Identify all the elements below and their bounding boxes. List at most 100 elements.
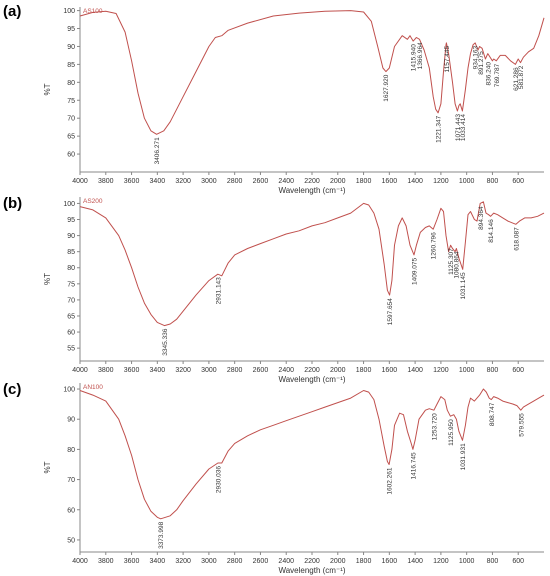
y-tick-label: 60 — [67, 507, 75, 514]
x-tick-label: 1000 — [459, 558, 475, 565]
x-tick-label: 2800 — [227, 558, 243, 565]
x-tick-label: 2000 — [330, 558, 346, 565]
y-tick-label: 65 — [67, 134, 75, 141]
x-tick-label: 1400 — [407, 367, 423, 374]
x-tick-label: 1200 — [433, 367, 449, 374]
x-tick-label: 3400 — [150, 558, 166, 565]
peak-label: 1071.443 — [455, 114, 462, 141]
x-tick-label: 2000 — [330, 178, 346, 185]
x-tick-label: 2000 — [330, 367, 346, 374]
y-tick-label: 85 — [67, 249, 75, 256]
peak-label: 836.240 — [485, 62, 492, 86]
x-tick-label: 1200 — [433, 558, 449, 565]
x-tick-label: 3800 — [98, 558, 114, 565]
x-tick-label: 800 — [487, 178, 499, 185]
x-tick-label: 3800 — [98, 178, 114, 185]
x-tick-label: 1800 — [356, 558, 372, 565]
y-tick-label: 85 — [67, 62, 75, 69]
panel-label: (c) — [3, 381, 21, 398]
x-tick-label: 3200 — [175, 178, 191, 185]
panel-label: (a) — [3, 3, 21, 20]
spectrum-line — [79, 201, 545, 327]
x-tick-label: 3200 — [175, 558, 191, 565]
x-tick-label: 4000 — [72, 558, 88, 565]
x-tick-label: 1000 — [459, 178, 475, 185]
x-tick-label: 1600 — [382, 367, 398, 374]
peak-label: 3373.998 — [158, 521, 165, 548]
x-tick-label: 3200 — [175, 367, 191, 374]
peak-label: 1033.414 — [460, 114, 467, 141]
peak-label: 1080.864 — [454, 251, 461, 278]
x-tick-label: 600 — [512, 367, 524, 374]
peak-label: 769.787 — [494, 63, 501, 87]
chart-panel-1: (a) AS100 60 65 70 75 80 85 90 95 100 %T 4000 3800 360… — [3, 3, 545, 195]
y-tick-label: 80 — [67, 447, 75, 454]
peak-label: 621.286 — [513, 67, 520, 91]
y-tick-label: 75 — [67, 281, 75, 288]
x-tick-label: 2400 — [278, 178, 294, 185]
x-tick-label: 1200 — [433, 178, 449, 185]
y-tick-label: 65 — [67, 313, 75, 320]
x-axis-label: Wavelength (cm⁻¹) — [278, 566, 345, 575]
x-tick-label: 600 — [512, 178, 524, 185]
peak-label: 3406.271 — [154, 137, 161, 164]
peak-label: 894.364 — [478, 206, 485, 230]
x-tick-label: 3600 — [124, 178, 140, 185]
peak-label: 814.146 — [488, 219, 495, 243]
y-tick-label: 90 — [67, 417, 75, 424]
peak-label: 1602.261 — [387, 467, 394, 494]
y-tick-label: 55 — [67, 346, 75, 353]
y-tick-label: 60 — [67, 152, 75, 159]
y-tick-label: 80 — [67, 265, 75, 272]
x-axis-label: Wavelength (cm⁻¹) — [278, 186, 345, 195]
sample-tag: AS200 — [83, 198, 103, 205]
peak-label: 1366.964 — [417, 42, 424, 69]
x-tick-label: 3400 — [150, 367, 166, 374]
y-axis-label: %T — [43, 461, 52, 473]
peak-label: 579.555 — [518, 413, 525, 437]
y-tick-label: 95 — [67, 217, 75, 224]
sample-tag: AS100 — [83, 8, 103, 15]
x-tick-label: 600 — [512, 558, 524, 565]
y-tick-label: 80 — [67, 80, 75, 87]
sample-tag: AN100 — [83, 384, 103, 391]
x-tick-label: 2600 — [253, 367, 269, 374]
x-tick-label: 800 — [487, 558, 499, 565]
y-axis-label: %T — [43, 273, 52, 285]
y-tick-label: 100 — [63, 201, 75, 208]
y-tick-label: 50 — [67, 537, 75, 544]
peak-label: 934.163 — [473, 46, 480, 70]
peak-label: 2930.036 — [215, 466, 222, 493]
peak-label: 1597.654 — [387, 298, 394, 325]
x-tick-label: 1600 — [382, 558, 398, 565]
x-tick-label: 2800 — [227, 178, 243, 185]
peak-label: 1627.920 — [383, 74, 390, 101]
x-tick-label: 2200 — [304, 558, 320, 565]
x-tick-label: 1400 — [407, 178, 423, 185]
peak-label: 1260.796 — [431, 232, 438, 259]
x-tick-label: 3400 — [150, 178, 166, 185]
x-tick-label: 3600 — [124, 367, 140, 374]
x-tick-label: 1600 — [382, 178, 398, 185]
x-tick-label: 3000 — [201, 558, 217, 565]
x-tick-label: 3600 — [124, 558, 140, 565]
spectrum-line — [79, 10, 545, 135]
peak-label: 618.087 — [513, 227, 520, 251]
peak-label: 1125.950 — [448, 419, 455, 446]
peak-label: 1031.931 — [460, 443, 467, 470]
x-tick-label: 1400 — [407, 558, 423, 565]
x-tick-label: 2200 — [304, 178, 320, 185]
spectrum-line — [79, 388, 545, 520]
y-tick-label: 60 — [67, 330, 75, 337]
y-tick-label: 70 — [67, 297, 75, 304]
peak-label: 2931.143 — [215, 277, 222, 304]
peak-label: 808.747 — [489, 402, 496, 426]
x-tick-label: 3000 — [201, 178, 217, 185]
x-tick-label: 3800 — [98, 367, 114, 374]
y-tick-label: 100 — [63, 8, 75, 15]
x-tick-label: 4000 — [72, 367, 88, 374]
x-tick-label: 4000 — [72, 178, 88, 185]
y-tick-label: 75 — [67, 98, 75, 105]
chart-panel-2: (b) AS200 55 60 65 70 75 80 85 90 95 100 %T 4000 3800 3… — [3, 195, 545, 384]
